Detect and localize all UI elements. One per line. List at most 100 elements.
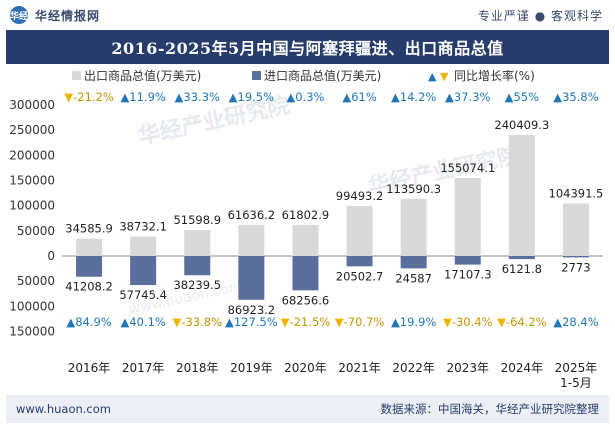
export-growth-label: ▲37.3%: [445, 90, 490, 104]
export-value-label: 34585.9: [65, 222, 113, 236]
y-tick-label: 300000: [9, 98, 55, 112]
y-tick-label: 150000: [9, 174, 55, 188]
y-tick-label: 100000: [9, 199, 55, 213]
chart-title: 2016-2025年5月中国与阿塞拜疆进、出口商品总值: [6, 30, 609, 64]
import-bar: [238, 256, 265, 300]
x-category-label: 2022年: [392, 361, 435, 375]
up-arrow-icon: ▲: [391, 315, 400, 329]
up-arrow-icon: ▲: [553, 90, 562, 104]
brand-tagline: 专业严谨 ● 客观科学: [477, 8, 603, 23]
export-value-label: 61802.9: [282, 208, 330, 222]
y-tick-label: 0: [47, 249, 55, 263]
growth-value: 14.2%: [400, 90, 437, 104]
import-bar: [184, 256, 211, 276]
growth-value: 0.3%: [295, 90, 324, 104]
import-bar: [508, 256, 535, 260]
growth-value: 19.9%: [400, 315, 437, 329]
import-growth-label: ▲127.5%: [225, 315, 278, 329]
growth-value: 37.3%: [454, 90, 491, 104]
legend-label-import: 进口商品总值(万美元): [264, 68, 381, 83]
legend-label-export: 出口商品总值(万美元): [84, 68, 201, 83]
up-arrow-icon: ▲: [391, 90, 400, 104]
y-tick-label: 50000: [17, 274, 55, 288]
import-growth-label: ▼-21.5%: [281, 315, 331, 329]
import-growth-label: ▲28.4%: [553, 315, 598, 329]
import-value-label: 6121.8: [502, 262, 542, 276]
import-bar: [400, 256, 427, 269]
import-value-label: 2773: [561, 260, 590, 274]
up-arrow-icon: ▲: [66, 315, 75, 329]
growth-value: 33.3%: [183, 90, 220, 104]
export-bar: [292, 224, 319, 256]
up-arrow-icon: ▲: [445, 90, 454, 104]
legend-up-arrow-icon: ▲: [428, 70, 437, 83]
y-tick-label: 150000: [9, 325, 55, 339]
up-arrow-icon: ▲: [553, 315, 562, 329]
brand-logo-icon: 华经: [10, 6, 28, 24]
brand-name: 华经情报网: [35, 8, 101, 23]
import-value-label: 20502.7: [336, 269, 384, 283]
import-value-label: 68256.6: [282, 293, 330, 307]
y-tick-label: 100000: [9, 299, 55, 313]
import-value-label: 17107.3: [444, 268, 492, 282]
growth-value: -21.2%: [73, 90, 114, 104]
y-tick-label: 50000: [17, 224, 55, 238]
legend-swatch-export: [72, 71, 81, 80]
import-bar: [346, 256, 373, 267]
export-bar: [508, 134, 535, 256]
down-arrow-icon: ▼: [172, 315, 181, 329]
import-growth-label: ▼-33.8%: [172, 315, 222, 329]
growth-value: -64.2%: [506, 315, 547, 329]
top-bar: 华经 华经情报网 专业严谨 ● 客观科学: [0, 0, 615, 30]
export-growth-label: ▲35.8%: [553, 90, 598, 104]
up-arrow-icon: ▲: [342, 90, 351, 104]
import-bar: [76, 256, 103, 277]
growth-value: -30.4%: [452, 315, 493, 329]
legend-label-growth: 同比增长率(%): [454, 68, 535, 83]
export-bar: [76, 238, 103, 256]
up-arrow-icon: ▲: [229, 90, 238, 104]
import-growth-label: ▼-30.4%: [443, 315, 493, 329]
footer-source: 数据来源：中国海关，华经产业研究院整理: [380, 402, 600, 416]
export-growth-label: ▲55%: [505, 90, 539, 104]
export-growth-label: ▲33.3%: [175, 90, 220, 104]
export-growth-label: ▲14.2%: [391, 90, 436, 104]
legend-swatch-import: [252, 71, 261, 80]
export-bar: [130, 236, 157, 256]
export-growth-label: ▲11.9%: [120, 90, 165, 104]
growth-value: -21.5%: [290, 315, 331, 329]
footer-url[interactable]: www.huaon.com: [16, 402, 111, 416]
export-value-label: 240409.3: [494, 118, 549, 132]
growth-value: 55%: [513, 90, 539, 104]
up-arrow-icon: ▲: [120, 315, 129, 329]
import-value-label: 41208.2: [65, 280, 113, 294]
import-growth-label: ▲84.9%: [66, 315, 111, 329]
up-arrow-icon: ▲: [225, 315, 234, 329]
y-tick-label: 200000: [9, 148, 55, 162]
growth-value: -70.7%: [344, 315, 385, 329]
x-category-label: 2024年: [501, 361, 544, 375]
import-value-label: 57745.4: [119, 288, 167, 302]
footer: www.huaon.com 数据来源：中国海关，华经产业研究院整理: [6, 395, 609, 423]
growth-value: 19.5%: [238, 90, 275, 104]
import-value-label: 24587: [395, 271, 432, 285]
import-bar: [130, 256, 157, 286]
x-category-label: 2020年: [284, 361, 327, 375]
x-category-label: 2016年: [68, 361, 111, 375]
growth-value: 11.9%: [129, 90, 166, 104]
export-growth-label: ▲61%: [342, 90, 376, 104]
export-bar: [562, 203, 589, 256]
growth-value: 84.9%: [75, 315, 112, 329]
export-bar: [346, 205, 373, 256]
export-bar: [400, 198, 427, 256]
x-category-label: 2018年: [176, 361, 219, 375]
up-arrow-icon: ▲: [505, 90, 514, 104]
growth-value: 40.1%: [129, 315, 166, 329]
up-arrow-icon: ▲: [175, 90, 184, 104]
export-bar: [454, 177, 481, 256]
x-category-label: 2017年: [122, 361, 165, 375]
growth-value: 61%: [351, 90, 377, 104]
growth-value: 35.8%: [562, 90, 599, 104]
import-value-label: 38239.5: [173, 278, 221, 292]
